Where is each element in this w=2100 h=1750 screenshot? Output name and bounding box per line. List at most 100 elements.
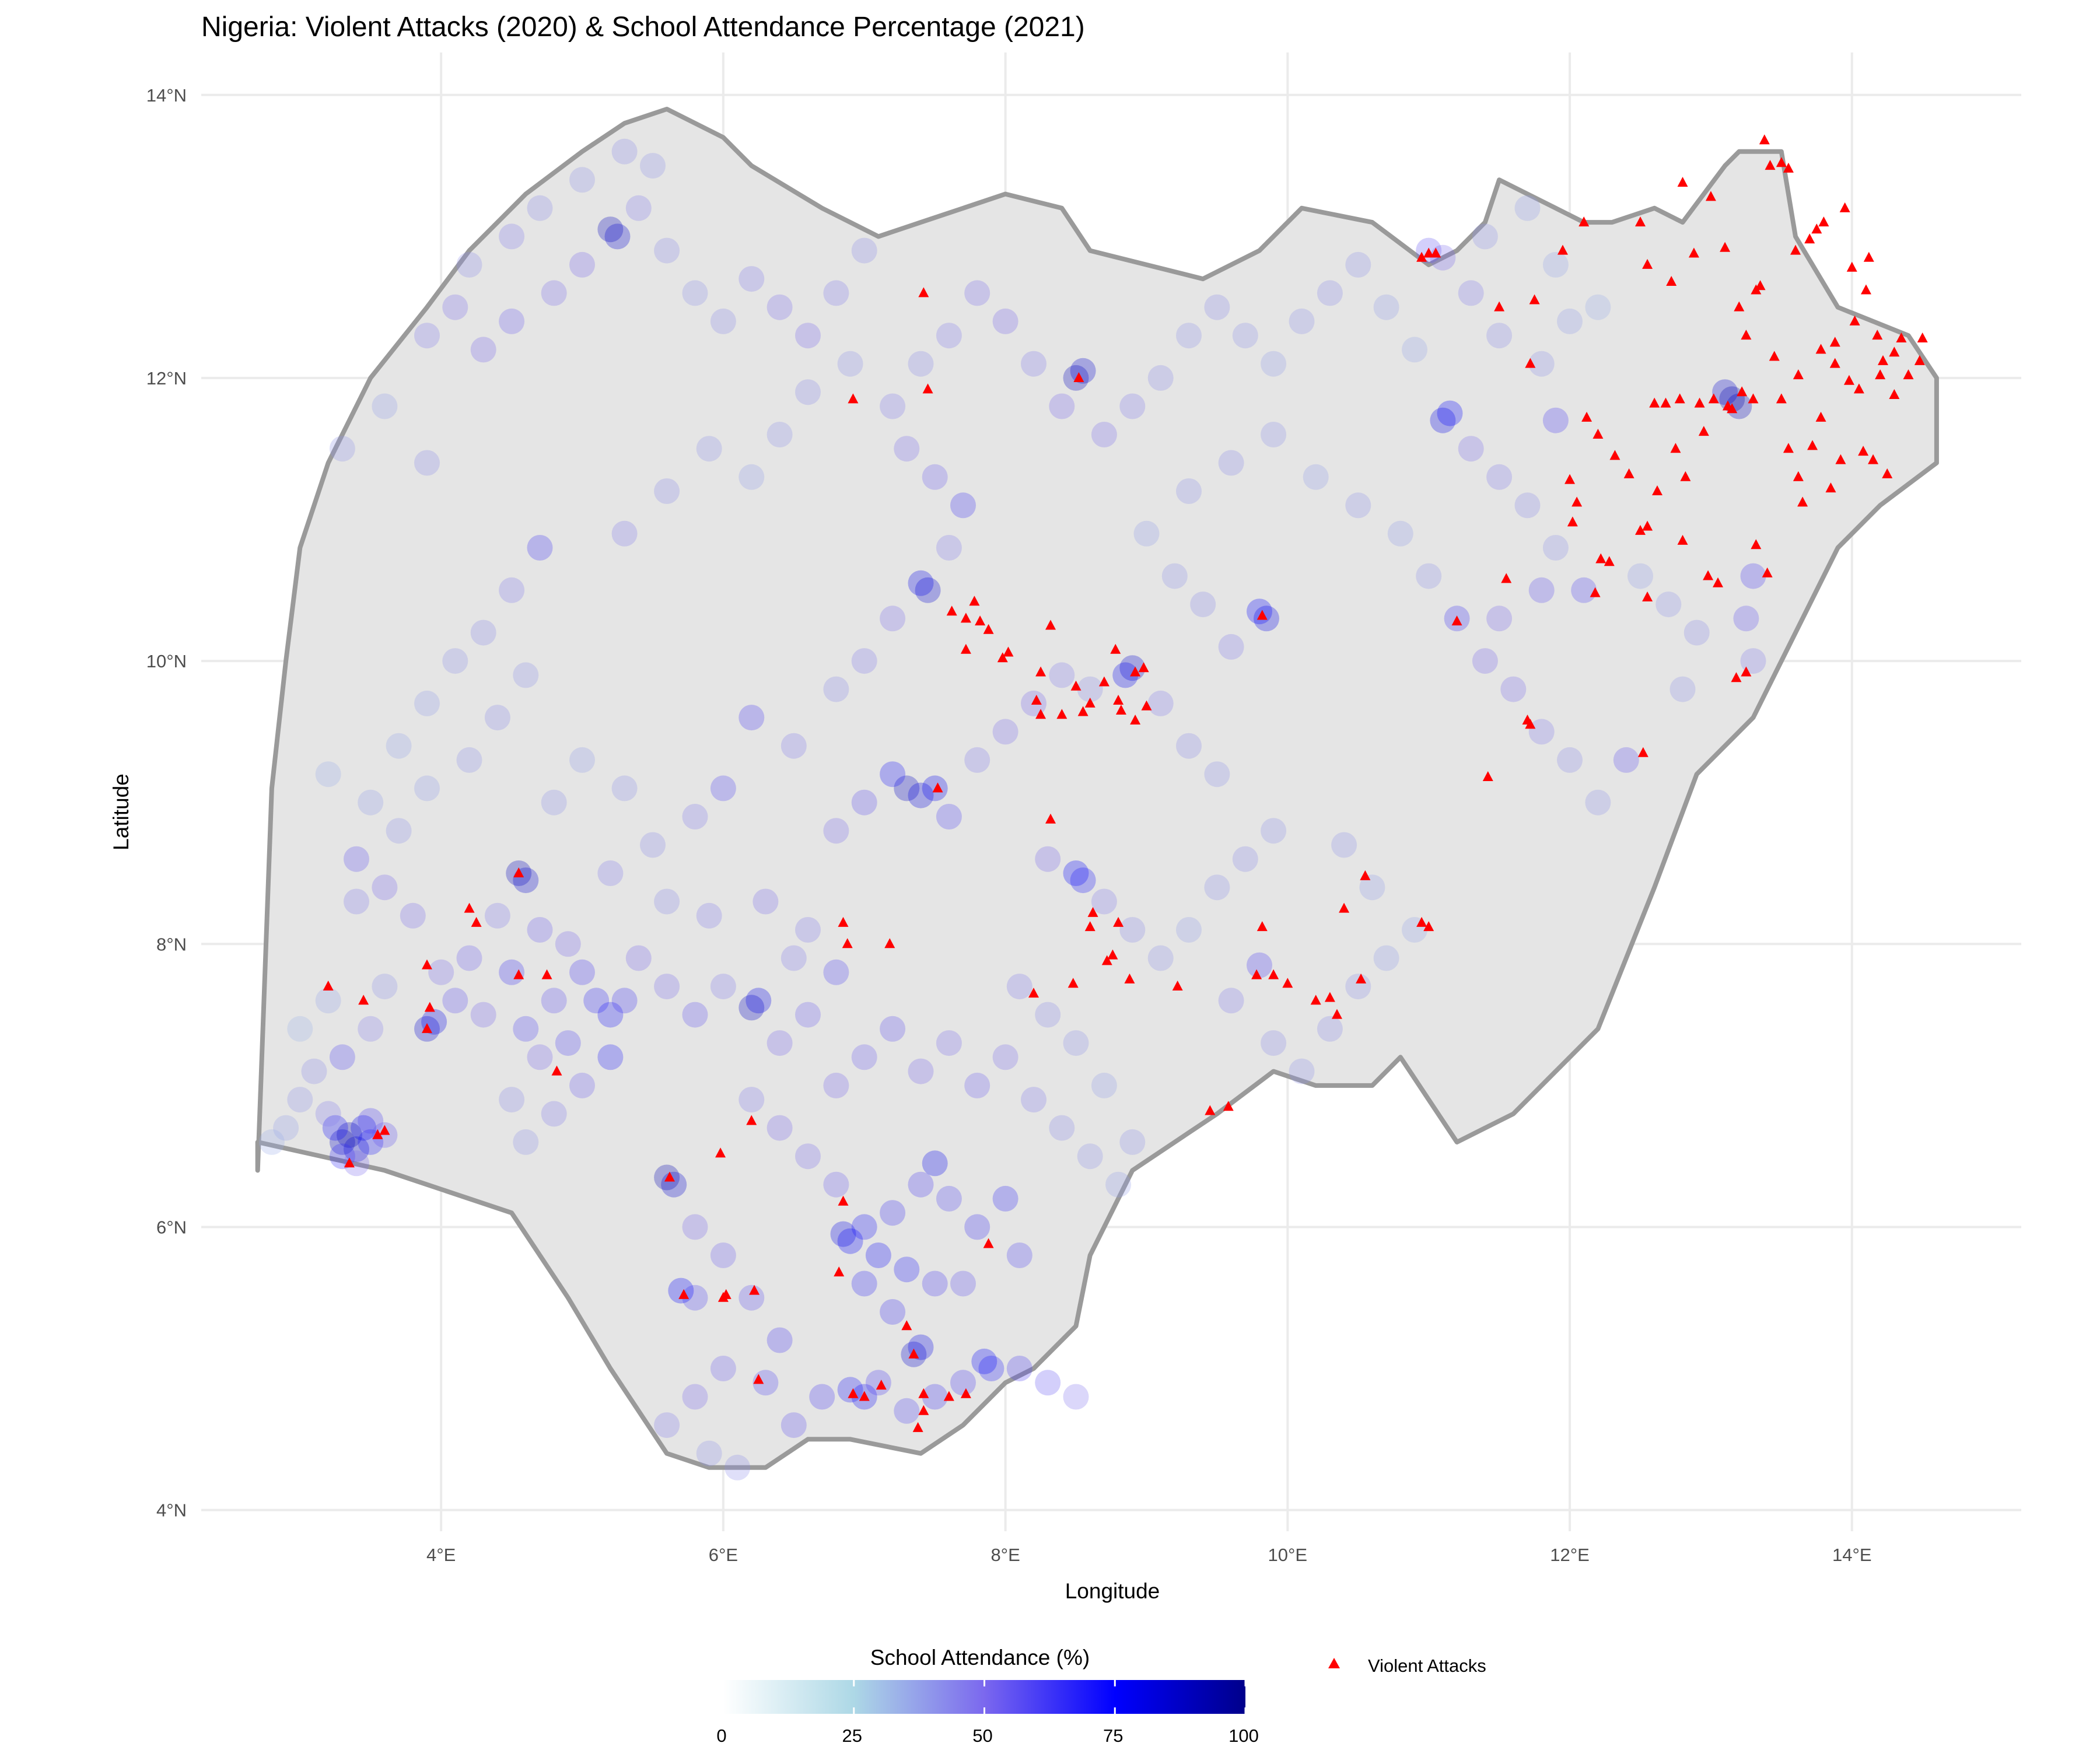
attendance-point (287, 1016, 313, 1042)
attendance-point (1317, 1016, 1343, 1042)
attendance-point (851, 1214, 877, 1240)
violent-attack-marker (1494, 301, 1505, 312)
violent-attack-marker (960, 643, 971, 654)
attendance-point (456, 251, 482, 278)
attendance-point (1740, 563, 1766, 589)
violent-attack-marker (1670, 443, 1681, 453)
attendance-point (894, 1256, 920, 1283)
attendance-point (915, 577, 941, 603)
attendance-point (287, 1087, 313, 1113)
violent-attack-marker (975, 615, 986, 626)
attendance-point (372, 974, 398, 1000)
attendance-point (597, 216, 624, 243)
attendance-point (1063, 860, 1089, 886)
violent-attack-marker (1889, 389, 1900, 400)
attendance-point (329, 436, 355, 462)
violent-attack-marker (323, 981, 334, 991)
attendance-point (936, 804, 962, 830)
attendance-point (597, 1044, 624, 1070)
attendance-point (1261, 351, 1287, 377)
y-tick-label: 4°N (156, 1500, 187, 1521)
violent-attack-marker (1084, 921, 1096, 932)
attendance-point (1091, 888, 1117, 915)
attendance-point (604, 223, 631, 250)
x-tick-label: 8°E (991, 1545, 1020, 1565)
chart-title: Nigeria: Violent Attacks (2020) & School… (201, 12, 1085, 43)
violent-attack-marker (1863, 251, 1874, 262)
attendance-point (894, 1398, 920, 1424)
attendance-point (682, 280, 708, 306)
attendance-point (541, 789, 567, 816)
violent-attack-marker (1098, 676, 1110, 687)
attendance-point (766, 1030, 793, 1056)
violent-attack-marker (1529, 294, 1540, 304)
attendance-point (851, 648, 877, 674)
attendance-point (329, 1044, 355, 1070)
x-tick-label: 12°E (1550, 1545, 1590, 1565)
attendance-point (766, 422, 793, 447)
attendance-point (499, 1087, 525, 1113)
attendance-point (837, 351, 863, 377)
attendance-point (499, 959, 525, 985)
violent-attack-marker (1525, 358, 1536, 368)
violent-attack-marker (1256, 921, 1268, 932)
violent-attack-marker (1666, 275, 1677, 286)
violent-attack-marker (1829, 358, 1840, 368)
violent-attack-marker (1256, 610, 1268, 620)
violent-attack-marker (379, 1125, 390, 1135)
attendance-point (894, 436, 920, 462)
violent-attack-marker (1310, 995, 1321, 1005)
violent-attack-marker (1223, 1101, 1234, 1111)
violent-attack-marker (960, 1388, 971, 1398)
attendance-point (442, 294, 468, 320)
violent-attack-marker (1430, 247, 1441, 258)
attendance-point (1486, 464, 1513, 490)
attendance-point (1472, 648, 1498, 674)
attendance-point (992, 1185, 1019, 1212)
attendance-point (992, 1044, 1019, 1070)
attendance-point (992, 719, 1019, 745)
attendance-point (1063, 1030, 1089, 1056)
violent-attack-marker (1331, 1009, 1342, 1019)
attendance-point (880, 606, 906, 632)
attendance-point (795, 379, 821, 405)
attendance-legend-title: School Attendance (%) (870, 1646, 1090, 1670)
y-axis-title: Latitude (109, 774, 133, 850)
violent-attack-marker (1557, 244, 1568, 255)
attendance-point (372, 1122, 398, 1148)
attendance-point (780, 1412, 807, 1438)
attendance-point (569, 251, 595, 278)
violent-attack-marker (1637, 747, 1648, 757)
violent-attack-marker (1416, 251, 1427, 262)
violent-attack-marker (943, 1391, 954, 1401)
violent-attack-marker (1807, 440, 1818, 450)
violent-attack-marker (1846, 261, 1857, 272)
violent-attack-marker (859, 1391, 870, 1401)
attendance-point (823, 280, 849, 306)
attendance-point (738, 705, 765, 731)
attendance-point (1049, 662, 1075, 688)
violent-attack-marker (421, 959, 432, 970)
attendance-point (661, 1171, 687, 1198)
violent-attack-marker (1172, 981, 1183, 991)
violent-attack-marker (1113, 695, 1124, 705)
attendance-point (583, 988, 610, 1014)
violent-attack-marker (1737, 386, 1748, 397)
violent-attack-marker (753, 1374, 764, 1384)
attendance-point (337, 1122, 362, 1148)
violent-attack-marker (551, 1065, 562, 1076)
attendance-point (823, 818, 849, 844)
attendance-point (1204, 294, 1230, 320)
x-tick-label: 4°E (426, 1545, 456, 1565)
attendance-point (513, 662, 539, 688)
attendance-point (682, 804, 708, 830)
violent-attack-marker (464, 902, 475, 913)
attendance-point (1063, 1384, 1089, 1410)
violent-attack-marker (1849, 315, 1860, 326)
attendance-point (823, 1171, 849, 1198)
violent-attack-marker (1003, 646, 1014, 657)
attendance-point (682, 1002, 708, 1028)
x-tick-label: 10°E (1268, 1545, 1308, 1565)
attendance-point (315, 761, 341, 788)
attendance-point (1585, 294, 1611, 320)
